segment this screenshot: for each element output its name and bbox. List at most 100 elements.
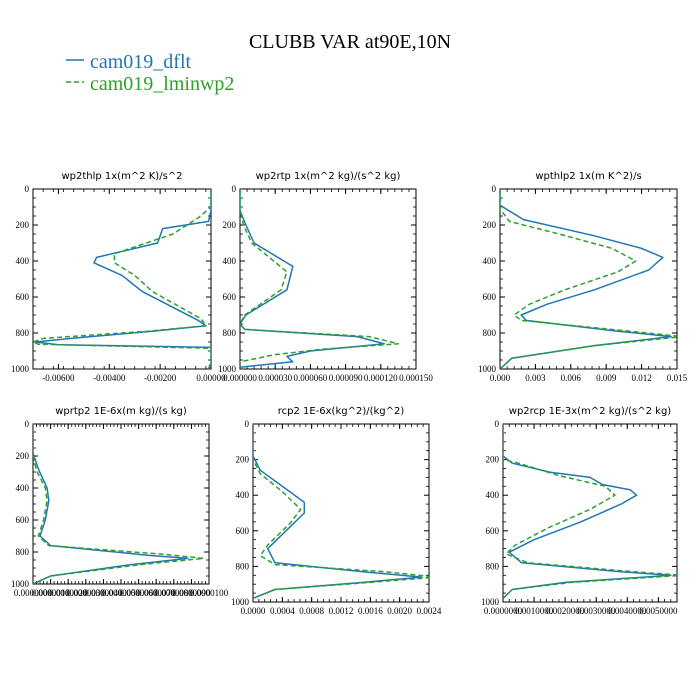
x-tick-label: 0.0008 [299,606,324,616]
x-tick-label: 0.0050000 [639,606,678,616]
x-tick-label: 0.000120 [364,373,398,383]
y-tick-label: 800 [223,328,237,338]
y-tick-label: 200 [16,451,30,461]
y-tick-label: 1000 [218,364,237,374]
series-line-cam019_lminwp2 [33,424,205,584]
panel-title: wpthlp2 1x(m K^2)/s [535,171,641,182]
x-tick-label: 0.000 [490,373,511,383]
plot-frame [502,423,678,603]
y-tick-label: 800 [486,561,500,571]
x-tick-label: 0.0000 [241,606,266,616]
y-tick-label: 1000 [231,597,250,607]
x-tick-label: 0.000000 [223,373,257,383]
x-tick-label: 0.0020 [387,606,412,616]
series-line-cam019_lminwp2 [503,424,677,599]
y-tick-label: 1000 [11,364,30,374]
y-tick-label: 600 [223,292,237,302]
panel-5: rcp2 1E-6x(kg^2)/(kg^2) 0 200 400 600 800 1000… [231,406,442,616]
y-tick-label: 200 [16,220,30,230]
x-tick-label: 0.0020000 [546,606,585,616]
legend: cam019_dflt cam019_lminwp2 [66,51,234,95]
y-tick-label: 400 [486,490,500,500]
panel-6: wp2rcp 1E-3x(m^2 kg)/(s^2 kg) 0 200 400 600 8… [481,406,678,616]
series-line-cam019_lminwp2 [253,424,429,600]
y-tick-label: 200 [223,220,237,230]
x-tick-label: 0.0040000 [608,606,647,616]
figure-title: CLUBB VAR at90E,10N [249,31,451,53]
x-tick-label: 0.0000020 [49,588,88,598]
x-tick-label: 0.0000070 [137,588,176,598]
y-tick-label: 400 [223,256,237,266]
y-tick-label: 1000 [481,597,500,607]
panel-4: wprtp2 1E-6x(m kg)/(s kg) 0 200 400 600 800 10… [11,406,229,598]
y-tick-label: 0 [492,184,497,194]
y-tick-label: 600 [483,292,497,302]
x-tick-label: 0.009 [596,373,617,383]
x-tick-label: 0.0000080 [155,588,194,598]
y-tick-label: 600 [486,526,500,536]
y-tick-label: 200 [236,455,250,465]
y-tick-label: 1000 [11,579,30,589]
y-tick-label: 600 [16,515,30,525]
x-tick-label: -0.00200 [144,373,177,383]
x-tick-label: -0.00600 [42,373,75,383]
x-tick-label: 0.0000040 [84,588,123,598]
panel-title: wprtp2 1E-6x(m kg)/(s kg) [55,406,187,417]
x-tick-label: 0.0000060 [119,588,158,598]
x-tick-label: 0.003 [525,373,546,383]
plot-frame [32,188,212,370]
series-line-cam019_dflt [500,189,672,369]
series-line-cam019_dflt [33,424,189,584]
x-tick-label: 0.000090 [329,373,363,383]
x-tick-label: 0.0030000 [577,606,616,616]
x-tick-label: 0.0012 [329,606,354,616]
series-line-cam019_lminwp2 [500,189,677,369]
series-line-cam019_dflt [240,189,386,368]
x-tick-label: 0.0024 [417,606,442,616]
x-tick-label: 0.0004 [270,606,295,616]
y-tick-label: 800 [483,328,497,338]
x-tick-label: -0.00400 [93,373,126,383]
panel-1: wp2thlp 1x(m^2 K)/s^2 0 200 400 600 800 1000 -0… [11,171,226,383]
x-tick-label: 0.006 [561,373,582,383]
y-tick-label: 400 [483,256,497,266]
plot-frame [499,188,678,370]
panel-title: wp2rtp 1x(m^2 kg)/(s^2 kg) [256,171,401,182]
x-tick-label: 0.0000000 [484,606,523,616]
y-tick-label: 800 [16,547,30,557]
panel-2: wp2rtp 1x(m^2 kg)/(s^2 kg) 0 200 400 600 800 1… [218,171,433,383]
x-tick-label: 0.0000090 [172,588,211,598]
plot-frame [239,188,417,370]
x-tick-label: 0.0000050 [102,588,141,598]
y-tick-label: 400 [16,483,30,493]
y-tick-label: 0 [232,184,237,194]
x-tick-label: 0.000030 [258,373,292,383]
legend-label-lminwp2: cam019_lminwp2 [90,73,234,95]
y-tick-label: 0 [25,184,30,194]
y-tick-label: 200 [483,220,497,230]
y-tick-label: 400 [16,256,30,266]
x-tick-label: 0.015 [667,373,688,383]
x-tick-label: 0.0010000 [515,606,554,616]
panel-title: wp2thlp 1x(m^2 K)/s^2 [61,171,182,182]
y-tick-label: 400 [236,490,250,500]
x-tick-label: 0.0000030 [67,588,106,598]
y-tick-label: 600 [236,526,250,536]
y-tick-label: 200 [486,455,500,465]
x-tick-label: 0.000060 [294,373,328,383]
series-line-cam019_lminwp2 [240,189,400,363]
x-tick-label: 0.0000100 [190,588,229,598]
panel-title: wp2rcp 1E-3x(m^2 kg)/(s^2 kg) [509,406,672,417]
y-tick-label: 1000 [478,364,497,374]
panels: wp2thlp 1x(m^2 K)/s^2 0 200 400 600 800 1000 -0… [11,171,688,616]
y-tick-label: 800 [16,328,30,338]
legend-label-dflt: cam019_dflt [90,51,192,73]
y-tick-label: 800 [236,561,250,571]
x-tick-label: 0.0000000 [14,588,53,598]
series-line-cam019_lminwp2 [33,189,211,369]
panel-3: wpthlp2 1x(m K^2)/s020040060080010000.00… [478,171,688,383]
x-tick-label: 0.000150 [399,373,433,383]
y-tick-label: 0 [495,419,500,429]
y-tick-label: 0 [245,419,250,429]
